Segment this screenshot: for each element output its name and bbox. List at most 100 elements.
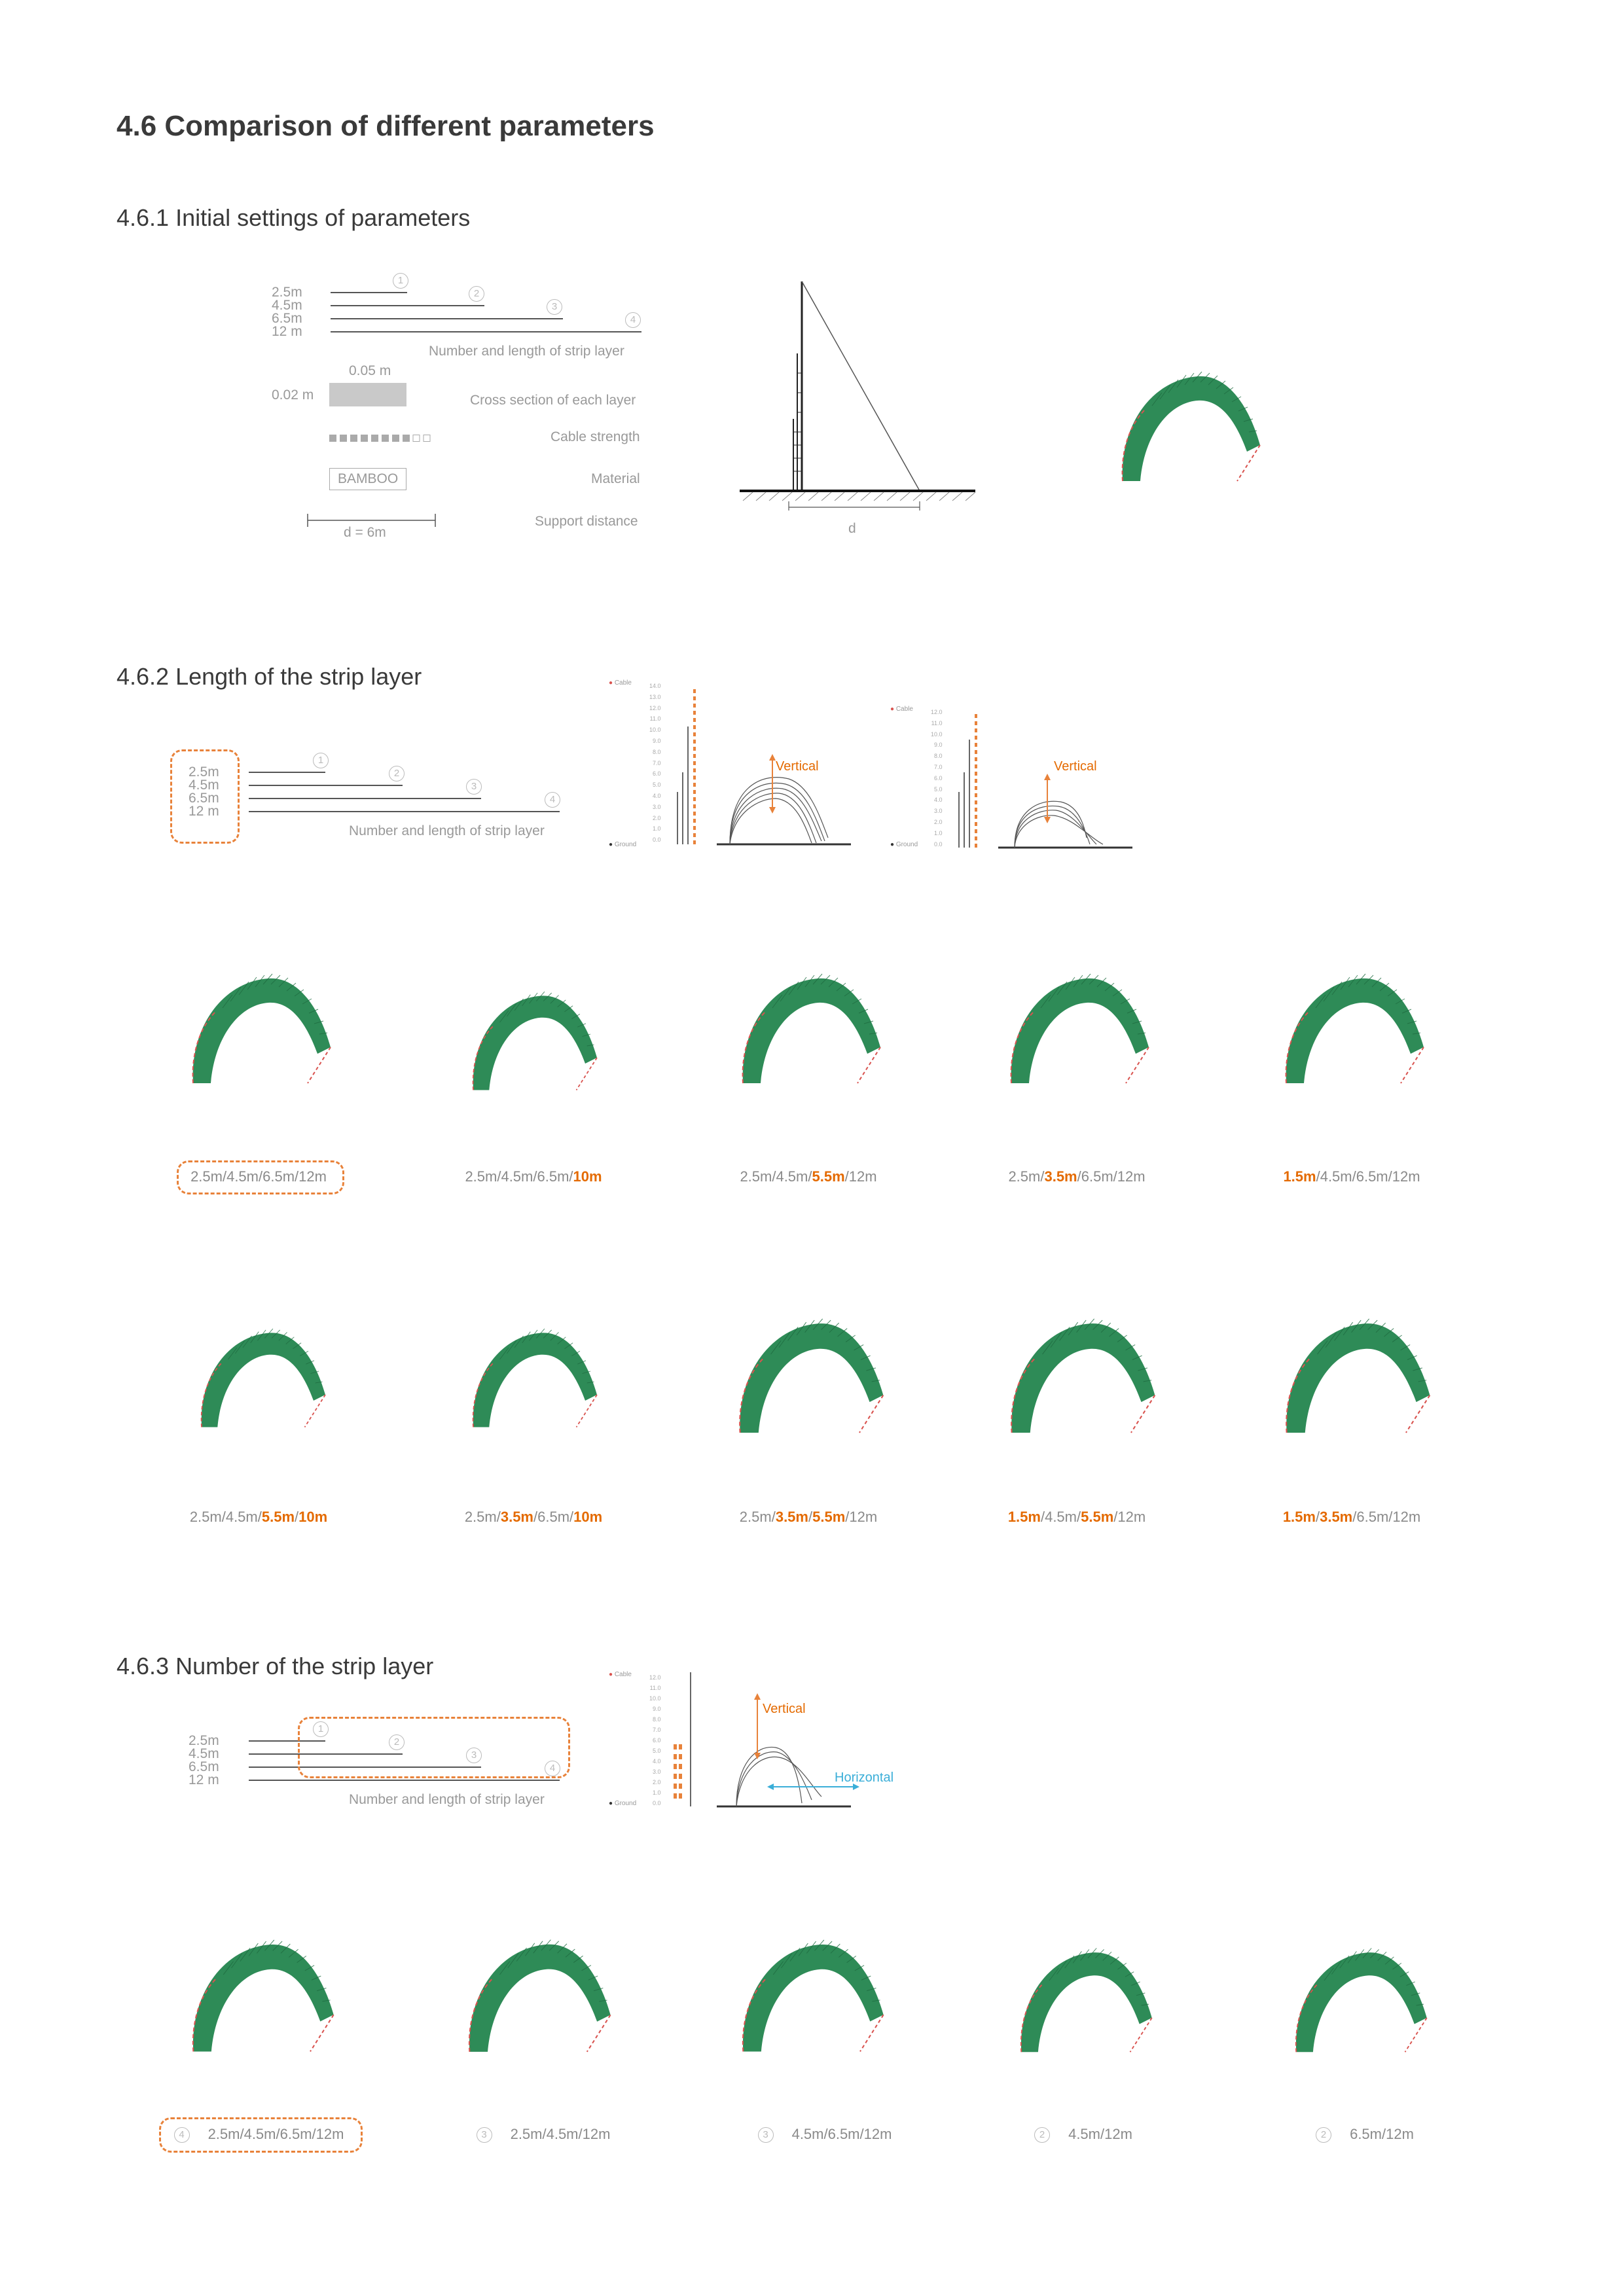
caption-text: 6.5m/12m	[1350, 2126, 1414, 2142]
caption-text: /	[1315, 1509, 1320, 1525]
caption-text: /4.5m/6.5m/12m	[1316, 1168, 1420, 1185]
caption: 2.5m/4.5m/5.5m/10m	[177, 1509, 340, 1526]
arch-model	[1276, 1931, 1447, 2055]
arch-model	[1001, 1299, 1165, 1437]
caption-text: /	[808, 1509, 813, 1525]
cable-strength-label: Cable strength	[550, 429, 640, 444]
cross-height-label: 0.02 m	[272, 387, 314, 403]
caption-text: 2.5m/4.5m/6.5m/	[465, 1168, 573, 1185]
layer-number: 1	[313, 753, 329, 768]
caption: 2.5m/4.5m/6.5m/10m	[452, 1168, 615, 1185]
caption-text: /4.5m/	[1040, 1509, 1081, 1525]
highlighted-length: 10m	[298, 1509, 328, 1525]
section-title-initial-settings: 4.6.1 Initial settings of parameters	[117, 204, 471, 231]
caption: 1.5m/4.5m/5.5m/12m	[995, 1509, 1159, 1526]
caption-text: /6.5m/12m	[1352, 1509, 1421, 1525]
highlighted-length: 3.5m	[500, 1509, 533, 1525]
layer-count-badge: 4	[173, 2127, 190, 2144]
arch-model	[183, 1921, 344, 2055]
highlighted-length: 5.5m	[812, 1168, 845, 1185]
arch-model	[455, 1921, 625, 2055]
layer-number: 4	[545, 792, 560, 808]
cross-width-label: 0.05 m	[349, 363, 391, 378]
caption: 4 2.5m/4.5m/6.5m/12m	[159, 2126, 359, 2144]
layer-number: 3	[547, 299, 562, 315]
page-heading: 4.6 Comparison of different parameters	[117, 110, 655, 142]
cable-legend-label: Cable	[614, 679, 632, 687]
support-distance-arrow	[307, 514, 436, 527]
arch-model	[461, 1312, 609, 1430]
baseline-caption-highlight	[159, 2117, 363, 2153]
caption-text: 2.5m/	[464, 1509, 501, 1525]
strip-lines	[249, 1740, 560, 1781]
ground-legend-label: Ground	[614, 841, 637, 848]
cable-strength-bar	[329, 433, 434, 447]
length-label: 12 m	[189, 804, 219, 819]
layer-number: 2	[469, 286, 484, 302]
cable-legend-label: Cable	[895, 706, 913, 713]
vertical-label: Vertical	[776, 759, 819, 774]
arch-model	[730, 1299, 893, 1437]
layer-number: 3	[466, 779, 482, 795]
caption-text: /12m	[844, 1168, 877, 1185]
strip-layer-label: Number and length of strip layer	[349, 1792, 545, 1807]
arch-model	[1001, 1931, 1172, 2055]
caption: 2.5m/4.5m/5.5m/12m	[727, 1168, 890, 1185]
highlighted-length: 5.5m	[1081, 1509, 1114, 1525]
arch-model	[190, 1312, 337, 1430]
support-distance-value: d = 6m	[344, 525, 386, 540]
arch-model	[733, 956, 890, 1086]
caption-text: /	[295, 1509, 299, 1525]
diagram-d-label: d	[848, 521, 856, 536]
arch-model	[733, 1921, 893, 2055]
caption: 2.5m/3.5m/6.5m/10m	[452, 1509, 615, 1526]
deformation-chart-b: ● Cable ● Ground 12.0 11.0 10.0 9.0 8.0 7.0 …	[890, 700, 1132, 870]
caption: 1.5m/3.5m/6.5m/12m	[1270, 1509, 1434, 1526]
arch-model	[1276, 1299, 1440, 1437]
vertical-label: Vertical	[1054, 759, 1097, 774]
highlighted-length: 1.5m	[1007, 1509, 1041, 1525]
highlighted-length: 1.5m	[1282, 1509, 1316, 1525]
layer-number: 1	[393, 273, 408, 289]
caption-text: 2.5m/4.5m/12m	[510, 2126, 611, 2142]
caption: 1.5m/4.5m/6.5m/12m	[1270, 1168, 1434, 1185]
length-label: 4.5m	[189, 778, 219, 793]
caption: 2.5m/3.5m/6.5m/12m	[995, 1168, 1159, 1185]
strip-layer-label: Number and length of strip layer	[429, 344, 624, 359]
tick-column: 14.0 13.0 12.0 11.0 10.0 9.0 8.0 7.0 6.0 5.0 4.…	[649, 683, 661, 844]
section-title-strip-number: 4.6.3 Number of the strip layer	[117, 1653, 434, 1679]
length-label: 6.5m	[272, 311, 302, 326]
highlighted-length: 3.5m	[1044, 1168, 1077, 1185]
caption-text: 4.5m/12m	[1068, 2126, 1132, 2142]
caption-text: 2.5m/	[739, 1509, 776, 1525]
deformation-chart-c: ● Cable ● Ground 12.0 11.0 10.0 9.0 8.0 7.0 …	[609, 1666, 893, 1836]
cross-section-rect	[329, 383, 406, 406]
ground-legend-label: Ground	[614, 1800, 637, 1807]
highlighted-length: 10m	[573, 1509, 603, 1525]
caption-text: /6.5m/	[533, 1509, 574, 1525]
caption: 3 2.5m/4.5m/12m	[452, 2126, 635, 2144]
arch-model	[1001, 956, 1159, 1086]
cable-legend: ● Cable	[890, 706, 913, 713]
caption: 2.5m/4.5m/6.5m/12m	[177, 1168, 340, 1185]
highlighted-length: 1.5m	[1283, 1168, 1316, 1185]
length-label: 6.5m	[189, 791, 219, 806]
length-label: 4.5m	[189, 1746, 219, 1761]
arch-model	[183, 956, 340, 1086]
length-label: 2.5m	[189, 1733, 219, 1748]
vertical-label: Vertical	[763, 1702, 806, 1716]
caption-text: 2.5m/	[1008, 1168, 1045, 1185]
support-distance-label: Support distance	[535, 514, 638, 529]
caption-text: 2.5m/4.5m/	[740, 1168, 812, 1185]
arch-model	[461, 975, 609, 1093]
caption: 2 4.5m/12m	[1001, 2126, 1165, 2144]
highlighted-length: 3.5m	[775, 1509, 808, 1525]
length-label: 12 m	[272, 324, 302, 339]
caption-text: /12m	[845, 1509, 878, 1525]
section-title-strip-length: 4.6.2 Length of the strip layer	[117, 663, 422, 690]
ground-legend: ● Ground	[609, 1800, 637, 1807]
ground-legend: ● Ground	[609, 841, 637, 848]
ground-legend: ● Ground	[890, 841, 918, 848]
arch-model-initial	[1113, 353, 1270, 484]
caption-text: /12m	[1113, 1509, 1146, 1525]
